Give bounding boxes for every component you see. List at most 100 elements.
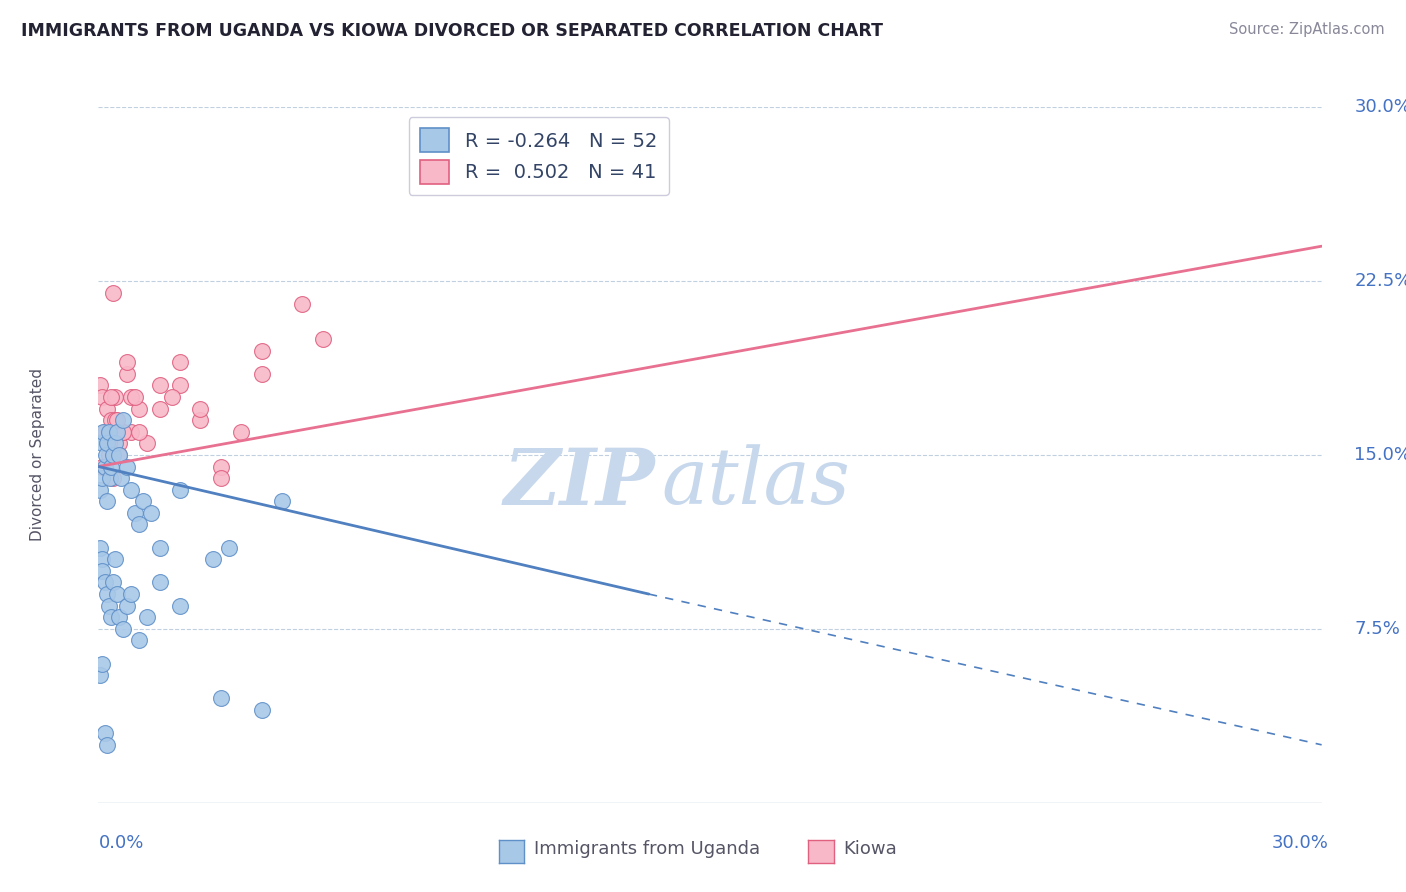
Point (231, 425, 253, 439)
Point (93, 575, 115, 590)
Text: IMMIGRANTS FROM UGANDA VS KIOWA DIVORCED OR SEPARATED CORRELATION CHART: IMMIGRANTS FROM UGANDA VS KIOWA DIVORCED… (21, 22, 883, 40)
Point (111, 413, 134, 427)
Point (91, 564, 114, 578)
Legend: R = -0.264   N = 52, R =  0.502   N = 41: R = -0.264 N = 52, R = 0.502 N = 41 (409, 117, 669, 195)
Point (89, 483, 111, 497)
Point (115, 599, 138, 613)
Point (188, 401, 212, 416)
Point (90, 552, 112, 566)
Point (128, 517, 150, 532)
Point (101, 285, 124, 300)
Point (94, 448, 117, 462)
Point (91, 436, 114, 450)
Point (104, 436, 127, 450)
Text: 30.0%: 30.0% (1354, 98, 1406, 116)
Point (91, 425, 114, 439)
Point (98, 471, 121, 485)
Point (250, 703, 273, 717)
Point (89, 378, 111, 392)
Point (101, 448, 124, 462)
Point (96, 401, 118, 416)
Point (96, 738, 118, 752)
Point (100, 413, 122, 427)
Point (250, 343, 273, 358)
Point (136, 610, 159, 624)
Text: ZIP: ZIP (503, 444, 655, 521)
Point (120, 483, 142, 497)
Point (141, 506, 163, 520)
Point (96, 436, 118, 450)
Point (93, 459, 115, 474)
Point (105, 587, 128, 601)
Text: Divorced or Separated: Divorced or Separated (30, 368, 45, 541)
Point (89, 668, 111, 682)
Point (105, 425, 128, 439)
Point (93, 726, 115, 740)
Point (96, 436, 118, 450)
Point (96, 587, 118, 601)
Point (91, 390, 114, 404)
Point (93, 425, 115, 439)
Point (115, 459, 138, 474)
Text: Kiowa: Kiowa (844, 840, 897, 858)
Point (91, 459, 114, 474)
Point (128, 401, 150, 416)
Text: 7.5%: 7.5% (1354, 620, 1400, 638)
Point (169, 483, 191, 497)
Point (104, 390, 127, 404)
Point (97, 599, 120, 613)
Point (201, 552, 224, 566)
Point (101, 575, 124, 590)
Point (188, 413, 212, 427)
Point (312, 332, 335, 346)
Point (209, 471, 232, 485)
Point (115, 367, 138, 381)
Point (218, 541, 240, 555)
Point (115, 355, 138, 369)
Point (105, 413, 128, 427)
Text: Immigrants from Uganda: Immigrants from Uganda (534, 840, 761, 858)
Point (124, 390, 146, 404)
Point (169, 599, 191, 613)
Point (108, 448, 131, 462)
Point (90, 471, 112, 485)
Point (111, 622, 134, 636)
Point (108, 448, 131, 462)
Text: 15.0%: 15.0% (1354, 446, 1406, 464)
Point (149, 541, 172, 555)
Point (149, 378, 172, 392)
Point (111, 425, 134, 439)
Point (97, 436, 120, 450)
Point (149, 401, 172, 416)
Point (132, 494, 155, 508)
Point (250, 367, 273, 381)
Point (169, 355, 191, 369)
Text: Source: ZipAtlas.com: Source: ZipAtlas.com (1229, 22, 1385, 37)
Point (96, 494, 118, 508)
Point (100, 610, 122, 624)
Point (91, 657, 114, 671)
Point (120, 425, 142, 439)
Point (101, 471, 124, 485)
Point (120, 587, 142, 601)
Point (270, 494, 294, 508)
Point (128, 425, 150, 439)
Point (160, 390, 183, 404)
Point (104, 552, 127, 566)
Point (97, 425, 120, 439)
Point (104, 413, 127, 427)
Text: 22.5%: 22.5% (1354, 272, 1406, 290)
Point (108, 610, 131, 624)
Point (100, 390, 122, 404)
Point (124, 506, 146, 520)
Point (128, 633, 150, 648)
Point (111, 425, 134, 439)
Point (110, 471, 132, 485)
Point (120, 390, 142, 404)
Point (169, 378, 191, 392)
Point (97, 448, 120, 462)
Point (209, 459, 232, 474)
Point (136, 436, 159, 450)
Point (108, 436, 131, 450)
Text: 0.0%: 0.0% (98, 834, 143, 852)
